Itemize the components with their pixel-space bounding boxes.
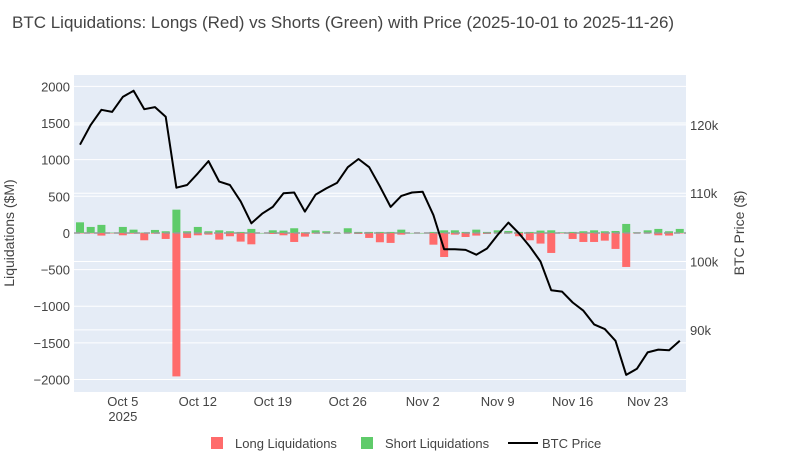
- y-tick-label: 2000: [41, 79, 70, 94]
- long-liquidation-bar: [622, 233, 630, 267]
- long-liquidation-bar: [590, 233, 598, 242]
- legend-item-price[interactable]: BTC Price: [508, 436, 601, 451]
- short-liquidation-bar: [87, 227, 95, 233]
- short-liquidation-bar: [194, 227, 202, 233]
- y-axis-title: Liquidations ($M): [1, 179, 17, 286]
- x-tick-label: Oct 19: [254, 394, 292, 409]
- y-tick-label: 1500: [41, 116, 70, 131]
- long-liquidation-bar: [247, 233, 255, 244]
- short-liquidation-bar: [119, 227, 127, 233]
- y-tick-label: −2000: [33, 373, 70, 388]
- x-tick-sublabel: 2025: [108, 409, 137, 424]
- long-liquidation-bar: [140, 233, 148, 240]
- legend-label-price: BTC Price: [542, 436, 601, 451]
- legend-item-short[interactable]: Short Liquidations: [361, 436, 490, 451]
- long-liquidation-bar: [440, 233, 448, 257]
- short-liquidation-bar: [76, 222, 84, 233]
- legend-swatch-short: [361, 437, 373, 449]
- long-liquidation-bar: [579, 233, 587, 242]
- long-liquidation-bar: [376, 233, 384, 242]
- y2-tick-label: 90k: [690, 323, 711, 338]
- long-liquidation-bar: [526, 233, 534, 240]
- long-liquidation-bar: [172, 233, 180, 376]
- x-tick-label: Oct 12: [179, 394, 217, 409]
- long-liquidation-bar: [387, 233, 395, 243]
- long-liquidation-bar: [237, 233, 245, 242]
- short-liquidation-bar: [172, 210, 180, 233]
- long-liquidation-bar: [162, 233, 170, 239]
- chart-title: BTC Liquidations: Longs (Red) vs Shorts …: [12, 13, 674, 32]
- x-tick-label: Oct 26: [329, 394, 367, 409]
- long-liquidation-bar: [215, 233, 223, 240]
- long-liquidation-bar: [569, 233, 577, 239]
- y-tick-label: −500: [41, 263, 70, 278]
- x-tick-label: Nov 23: [627, 394, 668, 409]
- y2-tick-label: 120k: [690, 118, 719, 133]
- y-tick-label: 500: [48, 189, 70, 204]
- legend-item-long[interactable]: Long Liquidations: [211, 436, 337, 451]
- long-liquidation-bar: [601, 233, 609, 241]
- short-liquidation-bar: [344, 228, 352, 233]
- long-liquidation-bar: [290, 233, 298, 242]
- y-tick-label: −1000: [33, 299, 70, 314]
- short-liquidation-bar: [290, 228, 298, 233]
- legend-label-long: Long Liquidations: [235, 436, 337, 451]
- legend-swatch-long: [211, 437, 223, 449]
- short-liquidation-bar: [97, 225, 105, 233]
- long-liquidation-bar: [537, 233, 545, 244]
- long-liquidation-bar: [429, 233, 437, 245]
- x-tick-label: Nov 2: [406, 394, 440, 409]
- y2-axis-title: BTC Price ($): [731, 191, 747, 276]
- y2-tick-label: 100k: [690, 255, 719, 270]
- legend-label-short: Short Liquidations: [385, 436, 490, 451]
- y2-tick-label: 110k: [690, 186, 718, 201]
- y-tick-label: −1500: [33, 336, 70, 351]
- x-tick-label: Nov 16: [552, 394, 593, 409]
- short-liquidation-bar: [622, 224, 630, 233]
- long-liquidation-bar: [612, 233, 620, 249]
- y-tick-label: 0: [63, 226, 70, 241]
- x-tick-label: Oct 5: [107, 394, 138, 409]
- long-liquidation-bar: [547, 233, 555, 253]
- legend: Long Liquidations Short Liquidations BTC…: [211, 436, 601, 451]
- x-tick-label: Nov 9: [481, 394, 515, 409]
- y-tick-label: 1000: [41, 153, 70, 168]
